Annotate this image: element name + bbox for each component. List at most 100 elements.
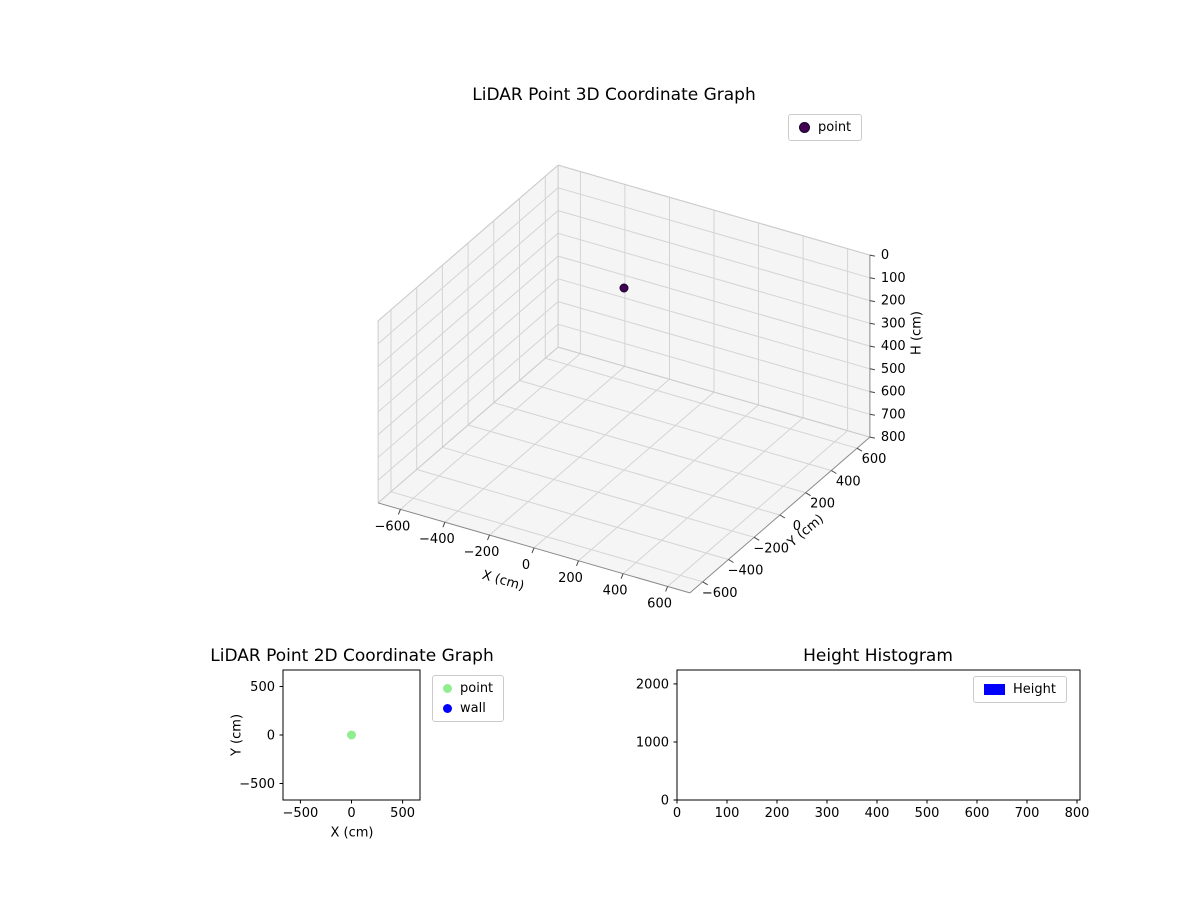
grid-line [400,353,581,510]
plot3d-title: LiDAR Point 3D Coordinate Graph [472,85,756,105]
z-tick [869,322,875,325]
grid-line [444,365,626,523]
z-tick-label: 200 [881,294,906,309]
grid-line [377,301,559,458]
cube-edge [557,164,871,256]
x-tick-label: 500 [390,806,415,821]
hist-title: Height Histogram [803,646,953,666]
z-tick [869,345,875,348]
x-tick-label: −400 [419,532,455,547]
grid-line [667,430,848,587]
plot3d-legend: point [788,114,863,141]
z-tick [869,391,875,394]
x-tick-label: 700 [1015,806,1040,821]
y-tick-label: 400 [836,475,861,490]
z-tick-label: 0 [881,248,889,263]
x-tick-label: 0 [673,806,681,821]
x-tick-label: 400 [603,584,628,599]
z-tick [869,368,875,371]
y-tick [728,559,734,563]
y-tick-label: 0 [267,729,275,744]
legend-label: wall [460,701,486,716]
plot2d-axes: −500 0 500 −500 0 500 [239,669,421,821]
z-tick-label: 600 [881,385,906,400]
y-tick [831,470,837,474]
y-tick [753,536,760,541]
y-tick-label: −200 [753,541,789,556]
z-tick [869,413,875,416]
scatter2d-point [347,730,356,740]
grid-line [377,187,559,345]
hist-axes: 0 100 200 300 400 500 600 700 800 0 1000 2000 [636,669,1090,821]
x-tick-label: 100 [715,806,740,821]
y-tick-label: 0 [793,519,801,534]
plot2d-title: LiDAR Point 2D Coordinate Graph [210,646,494,666]
cube-edge [557,346,871,438]
plot2d-xlabel: X (cm) [330,825,374,841]
x-tick [620,573,624,579]
z-tick [869,300,875,303]
legend-label: point [460,681,494,696]
hist-legend: Height [973,676,1067,703]
plot3d-axes: −600−400−2000200400600−600−400−200020040… [375,164,906,612]
grid-line [377,232,559,390]
z-tick [869,277,875,280]
legend-label: Height [1013,682,1056,697]
grid-line [557,323,871,415]
x-tick-label: 0 [347,806,355,821]
legend-item-wall-2d: wall [443,701,493,716]
x-tick-label: 800 [1065,806,1090,821]
z-tick [869,254,875,257]
legend-label: point [818,120,852,135]
y-tick [856,447,863,452]
grid-line [557,301,871,393]
grid-line [578,404,759,562]
x-tick-label: 200 [558,571,583,586]
grid-line [557,210,871,302]
grid-line [533,391,715,549]
y-tick-label: −600 [702,586,738,601]
x-tick [397,509,401,515]
y-tick-label: 2000 [636,677,669,692]
z-tick-label: 400 [881,339,906,354]
legend-item-point-2d: point [443,681,493,696]
plot2d-legend: point wall [432,675,505,722]
scatter3d-point [619,283,629,293]
x-tick-label: 600 [965,806,990,821]
cube-edge [377,164,559,322]
z-tick-label: 500 [881,362,906,377]
x-tick-label: 600 [647,597,672,612]
y-tick [702,581,708,586]
y-tick-label: −400 [728,564,764,579]
x-tick [442,522,446,528]
cube-edge [377,346,559,504]
z-tick-label: 300 [881,316,906,331]
point-marker-icon [799,122,810,133]
grid-line [489,378,670,536]
grid-line [377,278,559,436]
point-marker-icon [443,684,452,693]
grid-line [557,187,871,279]
x-tick [665,586,669,592]
y-tick-label: 500 [250,680,275,695]
grid-line [557,232,871,324]
x-tick [576,560,579,566]
y-tick-label: 1000 [636,736,669,751]
plot2d-ylabel: Y (cm) [229,713,245,757]
legend-item-point-3d: point [799,120,851,135]
grid-line [377,323,559,481]
x-tick-label: −500 [283,806,319,821]
y-tick-label: −500 [239,777,275,792]
y-tick [779,514,786,519]
x-tick-label: 500 [915,806,940,821]
x-tick-label: 200 [765,806,790,821]
x-tick-label: −600 [375,519,411,534]
plot3d-zlabel: H (cm) [909,311,925,355]
x-tick-label: 400 [865,806,890,821]
x-tick [487,534,490,541]
y-tick [805,492,811,497]
grid-line [557,278,871,370]
